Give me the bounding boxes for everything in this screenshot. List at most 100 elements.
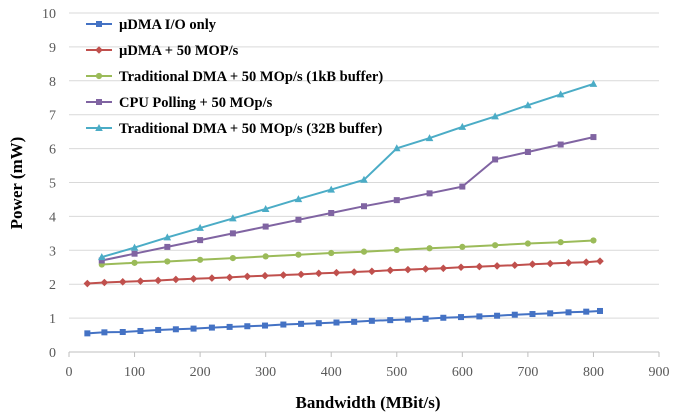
data-point	[459, 243, 466, 251]
data-point	[295, 216, 302, 223]
data-point	[262, 253, 269, 260]
series-group	[83, 79, 604, 337]
data-point	[262, 223, 269, 230]
data-point	[475, 262, 484, 271]
data-point	[119, 328, 126, 335]
data-point	[136, 277, 145, 285]
data-point	[360, 175, 368, 183]
data-point	[262, 322, 269, 329]
y-tick-label: 0	[49, 346, 56, 361]
series-1	[84, 307, 603, 337]
data-point	[261, 204, 270, 212]
x-tick-label: 200	[190, 365, 211, 380]
y-tick-label: 8	[49, 75, 56, 90]
data-point	[328, 210, 335, 217]
y-tick-label: 1	[49, 312, 56, 327]
y-tick-label: 3	[49, 244, 56, 259]
data-point	[196, 223, 204, 231]
legend-item-4: CPU Polling + 50 MOp/s	[86, 95, 273, 111]
data-point	[333, 319, 340, 326]
data-point	[422, 315, 429, 322]
data-point	[295, 251, 302, 258]
data-point	[163, 233, 172, 241]
data-point	[297, 270, 305, 279]
data-point	[172, 275, 180, 284]
data-point	[314, 269, 323, 278]
data-point	[100, 278, 109, 287]
series-3	[98, 237, 597, 268]
data-point	[557, 239, 564, 246]
y-tick-label: 5	[49, 177, 56, 192]
data-point	[154, 276, 162, 285]
data-point	[597, 307, 603, 314]
data-point	[164, 258, 171, 265]
data-point	[131, 250, 138, 257]
data-point	[564, 259, 573, 267]
y-tick-label: 10	[42, 7, 56, 22]
data-point	[582, 258, 591, 266]
legend-item-3: Traditional DMA + 50 MOp/s (1kB buffer)	[86, 69, 383, 85]
x-tick-label: 800	[583, 365, 604, 380]
data-point	[524, 101, 532, 109]
legend-label: Traditional DMA + 50 MOp/s (32B buffer)	[119, 121, 383, 137]
x-tick-label: 400	[321, 365, 342, 380]
data-point	[229, 230, 236, 237]
data-point	[440, 314, 447, 321]
data-point	[229, 214, 237, 222]
x-tick-label: 100	[124, 365, 145, 380]
series-line	[101, 82, 594, 259]
legend-swatch-marker	[95, 72, 103, 80]
data-point	[425, 134, 434, 142]
legend-item-5: Traditional DMA + 50 MOp/s (32B buffer)	[86, 121, 383, 137]
y-tick-label: 7	[49, 109, 56, 124]
y-tick-label: 2	[49, 278, 56, 293]
data-point	[528, 260, 537, 268]
data-point	[197, 237, 204, 244]
data-point	[491, 112, 499, 120]
data-point	[172, 326, 179, 333]
legend-label: CPU Polling + 50 MOp/s	[119, 95, 273, 111]
data-point	[101, 329, 108, 336]
legend-swatch-marker	[95, 46, 103, 54]
data-point	[279, 271, 288, 279]
data-point	[492, 242, 499, 249]
data-point	[243, 272, 252, 281]
data-point	[386, 266, 395, 275]
data-point	[546, 259, 554, 268]
data-point	[426, 190, 433, 197]
data-point	[557, 141, 564, 148]
data-point	[328, 249, 335, 257]
data-point	[131, 259, 138, 266]
legend-swatch-marker	[95, 124, 103, 131]
data-point	[393, 246, 400, 254]
data-point	[590, 134, 597, 141]
data-point	[332, 268, 341, 277]
data-point	[226, 323, 233, 330]
data-point	[164, 243, 171, 250]
data-point	[155, 326, 162, 333]
data-point	[360, 248, 368, 255]
data-point	[189, 274, 198, 283]
y-tick-label: 9	[49, 41, 56, 56]
legend-swatch-marker	[96, 99, 102, 105]
series-line	[101, 239, 594, 266]
x-tick-label: 700	[517, 365, 538, 380]
data-point	[492, 156, 499, 163]
data-point	[589, 79, 598, 87]
data-point	[547, 310, 554, 317]
data-point	[351, 318, 358, 325]
data-point	[294, 195, 303, 203]
data-point	[510, 261, 519, 270]
data-point	[298, 320, 305, 327]
data-point	[315, 320, 322, 327]
data-point	[392, 144, 401, 152]
data-point	[190, 325, 197, 332]
data-point	[137, 327, 144, 334]
data-point	[368, 317, 375, 324]
data-point	[244, 323, 251, 330]
legend-swatch-marker	[96, 21, 102, 27]
data-point	[98, 257, 105, 264]
